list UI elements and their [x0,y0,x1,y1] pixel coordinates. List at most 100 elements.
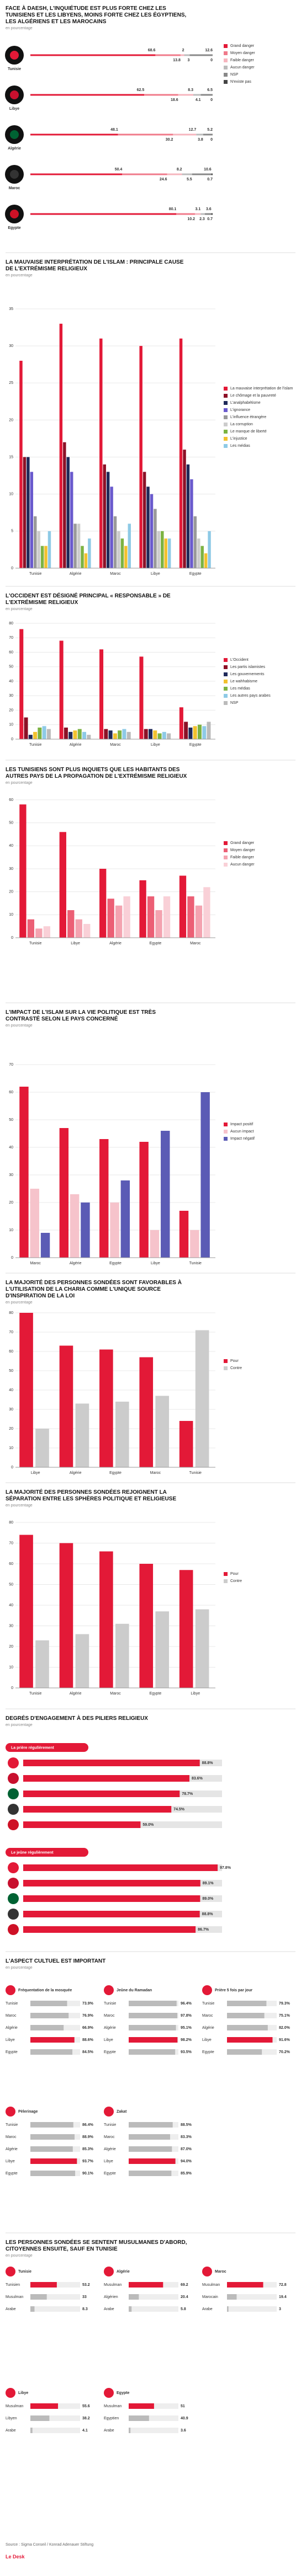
group-title: La prière régulièrement [11,1746,54,1750]
swatch [224,1130,228,1134]
panel-title: Jeûne du Ramadan [117,1989,152,1992]
legend-item: Les médias [224,687,295,691]
y-tick-label: 10 [9,1446,13,1450]
x-tick-label: Egypte [189,743,202,747]
value-label: 13.8 [173,58,181,62]
bar-track [129,2415,178,2421]
bar [59,1345,73,1467]
panel-title: Tunisie [18,2270,31,2274]
country-flag [8,1773,19,1784]
category-label: Algérie [6,2147,18,2151]
swatch [224,401,228,405]
bar [129,2001,177,2006]
bar [203,887,210,938]
legend-item: Aucun danger [224,66,295,70]
legend-item: Moyen danger [224,51,295,55]
bar [163,896,171,938]
y-tick-label: 40 [9,1604,13,1607]
legend: Grand danger Moyen danger Faible danger Auc… [224,841,295,870]
bar [113,733,117,739]
y-tick-label: 80 [9,1311,13,1315]
bar [179,707,183,739]
section-header: DEGRÉS D'ENGAGEMENT À DES PILIERS RELIGI… [6,1715,188,1727]
bar [23,1806,172,1813]
swatch [224,73,228,77]
section-title: FACE À DAESH, L'INQUIÉTUDE EST PLUS FORT… [6,6,187,25]
swatch [224,51,228,55]
bar [179,1211,189,1258]
bar [227,2294,237,2300]
bar [99,1551,113,1688]
bar [113,516,117,568]
bar [227,2025,268,2030]
y-tick-label: 25 [9,381,13,385]
legend-label: L'analphabétisme [230,401,261,405]
value-label: 90.1% [82,2172,94,2176]
y-tick-label: 10 [9,723,13,727]
country-label: Egypte [8,226,20,230]
value-label: 82.0% [279,2026,291,2030]
category-label: Libye [104,2160,113,2163]
bar [227,2049,262,2055]
bar [23,1864,218,1871]
value-label: 69.2 [181,2283,188,2287]
value-label: 97.8% [220,1866,231,1870]
y-tick-label: 60 [9,650,13,654]
value-label: 6.5 [207,88,213,92]
category-label: Libyen [6,2417,17,2420]
panel-icon [104,2388,114,2398]
country-label: Libye [9,107,19,111]
section-subtitle: en pourcentage [6,1966,33,1970]
category-label: Musulman [6,2404,23,2408]
bar [129,2122,173,2128]
bar [186,464,190,568]
x-tick-label: Tunisie [189,1262,202,1265]
bar-track [227,2294,277,2300]
value-label: 88.8% [202,1912,214,1916]
bar [87,735,91,739]
section-title: LA MAJORITÉ DES PERSONNES SONDÉES SONT F… [6,1280,182,1299]
x-tick-label: Tunisie [189,1471,202,1475]
category-label: Tunisie [202,2002,214,2006]
bar [43,926,50,938]
category-label: Musulman [104,2404,122,2408]
legend: L'Occident Les partis islamistes Les gouve… [224,658,295,708]
swatch [224,80,228,84]
country-flag [8,1878,19,1889]
legend-label: Les autres pays arabes [230,694,271,698]
bar [193,516,197,568]
x-tick-label: Maroc [150,1471,161,1475]
bar [200,1092,210,1258]
country-flag [8,1788,19,1799]
legend-item: Le chômage et la pauvreté [224,394,295,398]
bar [30,2428,33,2433]
legend-label: Grand danger [230,841,255,845]
y-tick-label: 20 [9,1201,13,1205]
bar [19,1313,33,1467]
bar [195,905,203,938]
y-tick-label: 40 [9,1388,13,1392]
x-tick-label: Algérie [70,1471,82,1475]
value-label: 4.1 [82,2429,88,2433]
bar [108,730,113,739]
value-label: 78.7% [182,1792,193,1796]
bar [40,1233,50,1258]
bar [70,472,73,568]
section-title: L'IMPACT DE L'ISLAM SUR LA VIE POLITIQUE… [6,1009,156,1022]
source: Source : Sigma Conseil / Konrad Adenauer… [6,2543,94,2547]
bar [129,2403,154,2409]
x-tick-label: Maroc [110,572,121,576]
bar [123,896,130,938]
bar [104,729,108,739]
bar [167,733,171,739]
value-label: 83.3% [181,2135,192,2139]
bar [59,1543,73,1688]
bar [35,1429,49,1467]
bar [82,731,87,739]
swatch [224,694,228,698]
value-label: 55.6 [82,2404,90,2408]
panel-icon [104,2267,114,2276]
category-label: Marocain [202,2295,218,2299]
x-tick-label: Egypte [109,1471,122,1475]
bar [197,724,202,739]
